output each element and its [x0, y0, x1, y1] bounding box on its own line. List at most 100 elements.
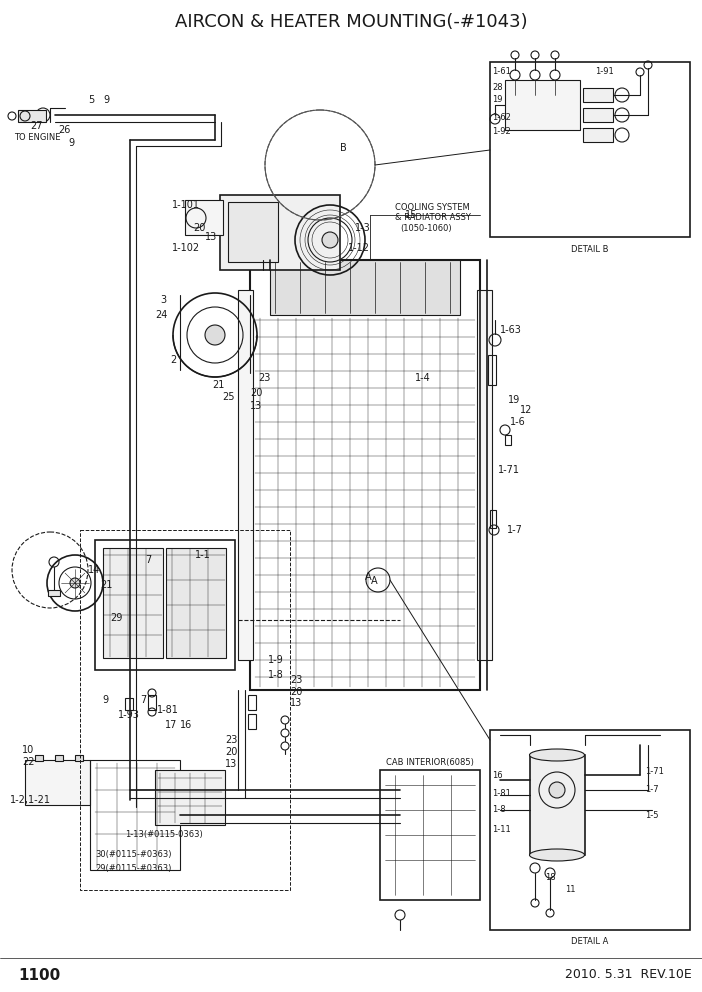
Circle shape [322, 232, 338, 248]
Text: 1-11: 1-11 [492, 825, 511, 834]
Text: 20: 20 [193, 223, 206, 233]
Bar [155, 770, 225, 825]
Bar [55, 755, 63, 761]
Text: 12: 12 [520, 405, 532, 415]
Text: 9: 9 [103, 95, 109, 105]
Text: 29(#0115-#0363): 29(#0115-#0363) [95, 863, 171, 873]
Text: 9: 9 [102, 695, 108, 705]
Bar [248, 714, 256, 729]
Bar [228, 202, 278, 262]
Bar [185, 200, 223, 235]
Text: 11: 11 [565, 886, 576, 895]
Text: 13: 13 [250, 401, 263, 411]
Text: 9: 9 [68, 138, 74, 148]
Bar [505, 435, 511, 445]
Bar [148, 695, 156, 710]
Bar [35, 755, 43, 761]
Text: DETAIL A: DETAIL A [571, 937, 609, 946]
Circle shape [205, 325, 225, 345]
Text: 16: 16 [180, 720, 192, 730]
Text: 21: 21 [212, 380, 225, 390]
Text: 1-102: 1-102 [172, 243, 200, 253]
Ellipse shape [529, 749, 585, 761]
Text: 29: 29 [110, 613, 122, 623]
Text: 19: 19 [492, 95, 503, 104]
Text: 1100: 1100 [18, 967, 60, 982]
Text: 1-7: 1-7 [645, 786, 658, 795]
Text: 16: 16 [492, 771, 503, 780]
Bar [95, 540, 235, 670]
Text: 1-12: 1-12 [348, 243, 370, 253]
Text: 1-5: 1-5 [645, 810, 658, 819]
Bar [18, 110, 46, 122]
Text: 18: 18 [545, 874, 555, 883]
Text: 1-63: 1-63 [500, 325, 522, 335]
Bar [505, 80, 580, 130]
Bar [48, 590, 60, 596]
Bar [583, 108, 613, 122]
Text: 1-6: 1-6 [510, 417, 526, 427]
Bar [103, 548, 163, 658]
Text: 30(#0115-#0363): 30(#0115-#0363) [95, 850, 171, 859]
Circle shape [549, 782, 565, 798]
Text: 1-92: 1-92 [492, 128, 511, 137]
Text: AIRCON & HEATER MOUNTING(-#1043): AIRCON & HEATER MOUNTING(-#1043) [175, 13, 527, 31]
Text: 15: 15 [405, 210, 418, 220]
Text: 27: 27 [30, 121, 43, 131]
Text: 28: 28 [492, 82, 503, 91]
Text: 23: 23 [290, 675, 303, 685]
Text: 1-91: 1-91 [595, 67, 614, 76]
Text: 1-101: 1-101 [172, 200, 200, 210]
Bar [220, 195, 340, 270]
Text: 10: 10 [22, 745, 34, 755]
Text: 1-71: 1-71 [645, 768, 664, 777]
Text: 26: 26 [58, 125, 70, 135]
Text: 1-62: 1-62 [492, 112, 511, 121]
Text: B: B [340, 143, 347, 153]
Bar [490, 62, 690, 237]
Bar [250, 260, 480, 690]
Text: A: A [371, 576, 377, 586]
Bar [90, 760, 180, 870]
Text: TO ENGINE: TO ENGINE [14, 134, 60, 143]
Text: CAB INTERIOR(6085): CAB INTERIOR(6085) [386, 758, 474, 767]
Text: 1-81: 1-81 [492, 789, 511, 798]
Text: 13: 13 [225, 759, 237, 769]
Text: 7: 7 [140, 695, 146, 705]
Text: 14: 14 [88, 565, 100, 575]
Bar [248, 695, 256, 710]
Text: 17: 17 [165, 720, 178, 730]
Text: DETAIL B: DETAIL B [571, 244, 609, 254]
Text: 22: 22 [22, 757, 34, 767]
Ellipse shape [529, 849, 585, 861]
Text: COOLING SYSTEM: COOLING SYSTEM [395, 203, 470, 212]
Text: 1-81: 1-81 [157, 705, 179, 715]
Text: 1-8: 1-8 [492, 806, 505, 814]
Text: 1-71: 1-71 [498, 465, 520, 475]
Bar [477, 290, 492, 660]
Text: 24: 24 [155, 310, 167, 320]
Bar [238, 290, 253, 660]
Circle shape [70, 578, 80, 588]
Text: 2: 2 [170, 355, 176, 365]
Text: 1-1: 1-1 [195, 550, 211, 560]
Text: 20: 20 [290, 687, 303, 697]
Text: 21: 21 [100, 580, 112, 590]
Bar [583, 88, 613, 102]
Text: 1-13(#0115-0363): 1-13(#0115-0363) [125, 830, 203, 839]
Bar [488, 355, 496, 385]
Text: 1-93: 1-93 [118, 710, 140, 720]
Text: & RADIATOR ASSY: & RADIATOR ASSY [395, 213, 471, 222]
Bar [75, 755, 83, 761]
Text: 25: 25 [222, 392, 234, 402]
Text: 1-3: 1-3 [355, 223, 371, 233]
Bar [530, 755, 585, 855]
Text: 20: 20 [225, 747, 237, 757]
Text: 1-4: 1-4 [415, 373, 431, 383]
Text: 1-61: 1-61 [492, 67, 511, 76]
Text: 1-2,1-21: 1-2,1-21 [10, 795, 51, 805]
Bar [490, 510, 496, 528]
Bar [25, 760, 90, 805]
Text: 7: 7 [145, 555, 151, 565]
Bar [166, 548, 226, 658]
